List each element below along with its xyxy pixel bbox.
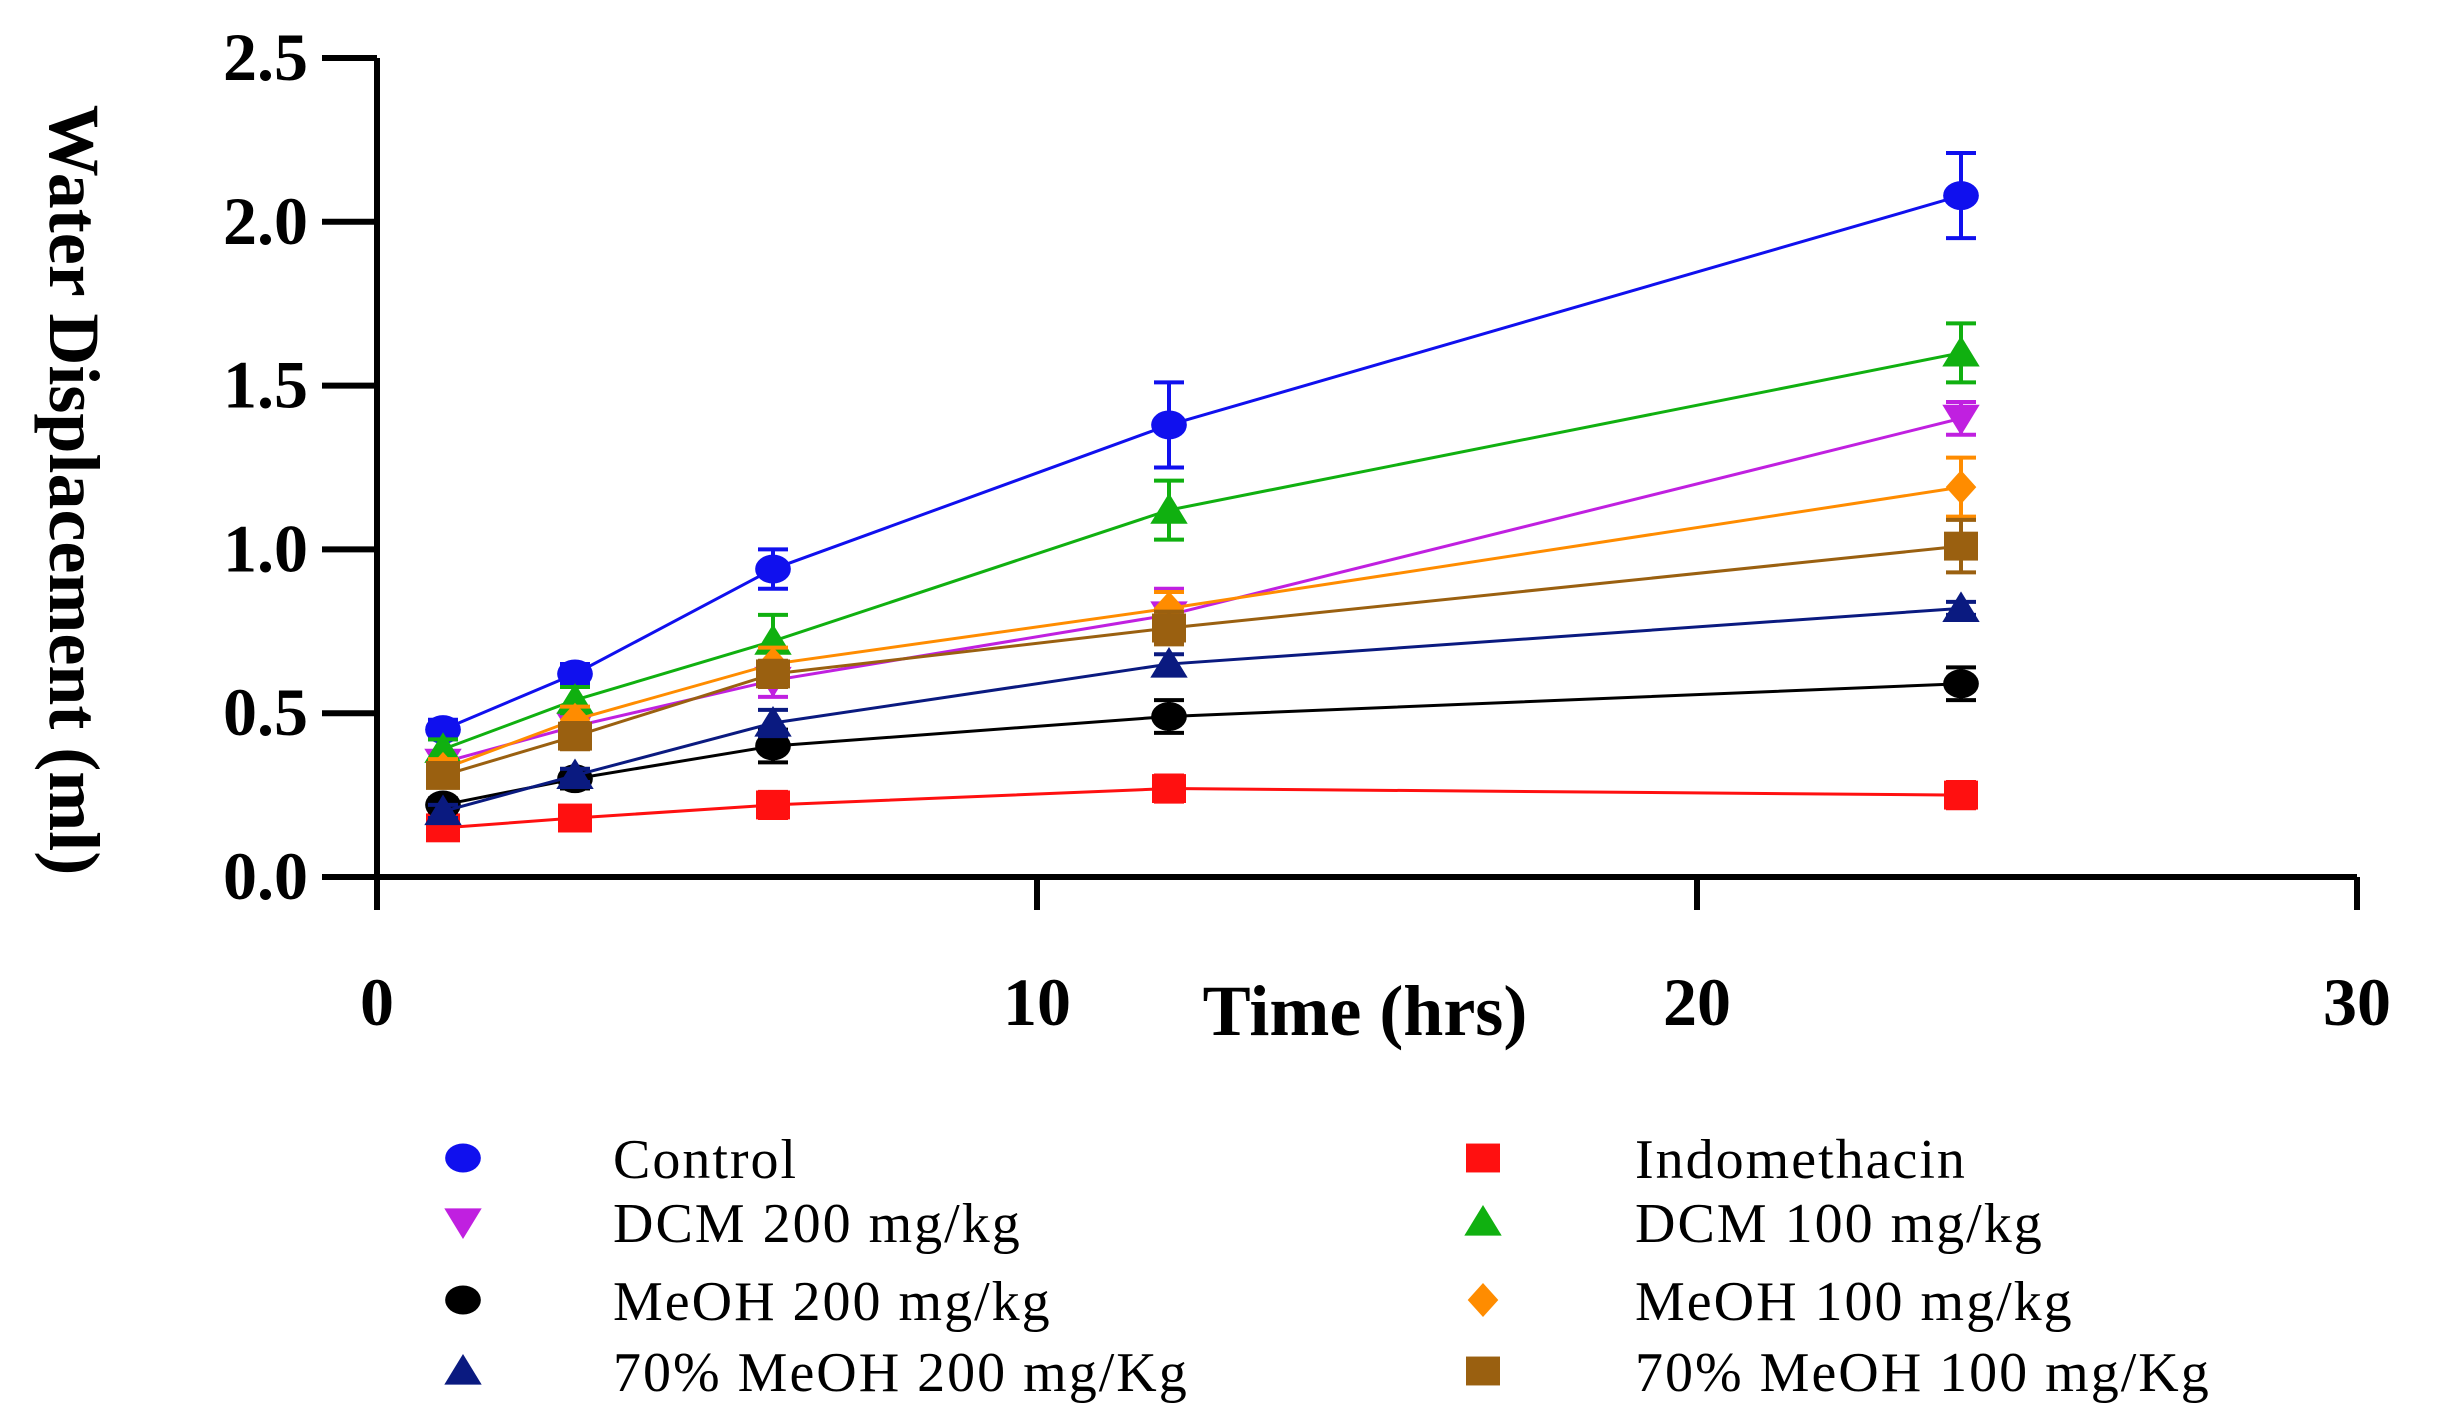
legend-item-70pct-meoh-200-mg-kg: 70% MeOH 200 mg/Kg: [444, 1342, 1189, 1404]
legend-label: Indomethacin: [1635, 1129, 1967, 1191]
legend-marker: [1466, 1356, 1500, 1386]
legend-item-indomethacin: Indomethacin: [1466, 1129, 1967, 1191]
series-70pct-meoh-200-mg-kg: [424, 591, 1980, 826]
data-point: [1151, 410, 1187, 440]
legend-label: MeOH 200 mg/kg: [613, 1271, 1052, 1333]
y-tick-label: 1.5: [223, 347, 308, 423]
data-point: [756, 659, 790, 689]
legend-label: MeOH 100 mg/kg: [1635, 1271, 2074, 1333]
legend-marker: [1464, 1205, 1502, 1236]
data-point: [1150, 647, 1188, 678]
data-point: [425, 715, 461, 745]
legend-marker: [444, 1354, 482, 1385]
y-tick-label: 0.5: [223, 674, 308, 750]
series-line-control: [442, 194, 1962, 731]
y-tick-label: 2.0: [223, 183, 308, 259]
data-point: [426, 760, 460, 790]
legend-item-meoh-200-mg-kg: MeOH 200 mg/kg: [445, 1271, 1052, 1333]
series-meoh-200-mg-kg: [425, 665, 1979, 820]
data-point: [558, 803, 592, 833]
data-point: [424, 794, 462, 826]
data-point: [1942, 404, 1980, 436]
legend: Control Indomethacin DCM 200 mg/kg DCM 100 …: [444, 1129, 2211, 1404]
data-point: [1945, 470, 1977, 505]
data-point: [755, 554, 791, 584]
data-point: [1150, 493, 1188, 524]
legend-marker: [1467, 1283, 1499, 1317]
x-tick-label: 10: [1003, 964, 1071, 1040]
x-tick-label: 20: [1663, 964, 1731, 1040]
legend-marker: [1466, 1143, 1500, 1173]
data-point: [755, 731, 791, 761]
y-axis-title: Water Displacement (ml): [34, 105, 114, 875]
series-70pct-meoh-100-mg-kg: [426, 517, 1978, 790]
legend-marker: [445, 1285, 481, 1315]
data-point: [558, 721, 592, 751]
legend-label: 70% MeOH 100 mg/Kg: [1635, 1342, 2211, 1404]
y-tick-label: 2.5: [223, 19, 308, 95]
data-point: [1944, 531, 1978, 561]
series-meoh-100-mg-kg: [427, 455, 1977, 786]
series-control: [425, 151, 1979, 745]
y-tick-label: 1.0: [223, 510, 308, 586]
series-line-dcm-100-mg-kg: [442, 351, 1962, 751]
data-point: [1943, 181, 1979, 211]
legend-item-dcm-100-mg-kg: DCM 100 mg/kg: [1464, 1193, 2044, 1255]
legend-item-control: Control: [445, 1129, 798, 1191]
data-point: [1151, 702, 1187, 731]
legend-label: DCM 200 mg/kg: [613, 1193, 1022, 1255]
data-point: [1152, 613, 1186, 643]
data-point: [1944, 780, 1978, 810]
data-point: [1943, 669, 1979, 699]
data-point: [556, 758, 594, 790]
axes: 0.0 0.5 1.0 1.5 2.0 2.5 0 10 20 30 Time (hrs) Water…: [34, 19, 2391, 1051]
legend-marker: [444, 1208, 482, 1239]
data-point: [559, 702, 591, 737]
data-point: [424, 732, 462, 763]
data-point: [1942, 335, 1980, 367]
series-line-70pct-meoh-200-mg-kg: [442, 606, 1962, 813]
data-point: [1152, 774, 1186, 803]
y-tick-label: 0.0: [223, 838, 308, 914]
x-tick-label: 0: [360, 964, 394, 1040]
legend-label: 70% MeOH 200 mg/Kg: [613, 1342, 1189, 1404]
series-dcm-200-mg-kg: [424, 399, 1980, 780]
data-point: [1942, 591, 1980, 622]
legend-marker: [445, 1143, 481, 1173]
legend-label: Control: [613, 1129, 798, 1191]
series-line-meoh-100-mg-kg: [442, 485, 1962, 771]
x-tick-label: 30: [2323, 964, 2391, 1040]
data-point: [557, 659, 593, 689]
series-line-dcm-200-mg-kg: [442, 416, 1962, 764]
plot-area: [424, 151, 1980, 843]
legend-label: DCM 100 mg/kg: [1635, 1193, 2044, 1255]
legend-item-meoh-100-mg-kg: MeOH 100 mg/kg: [1467, 1271, 2074, 1333]
series-line-meoh-200-mg-kg: [442, 682, 1962, 807]
series-line-indomethacin: [442, 787, 1962, 830]
legend-item-dcm-200-mg-kg: DCM 200 mg/kg: [444, 1193, 1022, 1255]
data-point: [756, 790, 790, 820]
data-point: [754, 706, 792, 737]
legend-item-70pct-meoh-100-mg-kg: 70% MeOH 100 mg/Kg: [1466, 1342, 2211, 1404]
series-indomethacin: [426, 773, 1978, 843]
x-axis-title: Time (hrs): [1203, 971, 1528, 1051]
